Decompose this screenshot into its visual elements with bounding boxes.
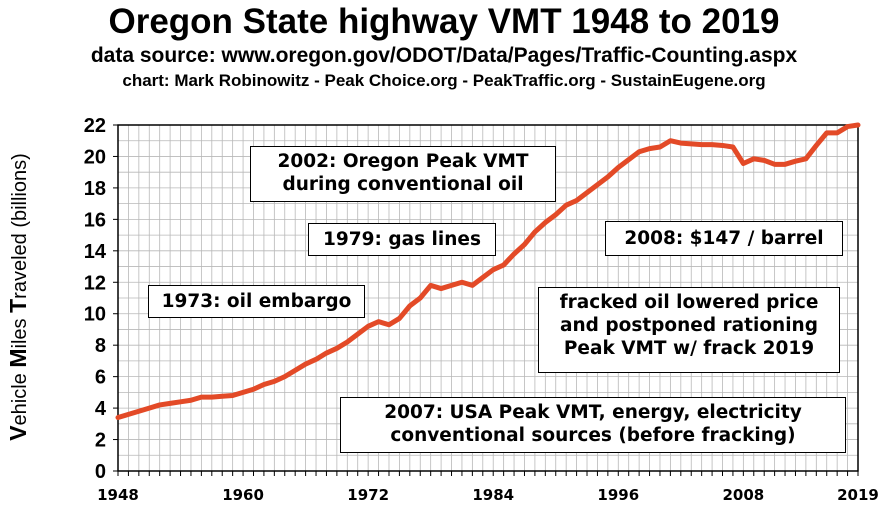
y-tick-label: 22 [84, 115, 106, 137]
x-tick-label: 1960 [222, 486, 264, 504]
data-source: data source: www.oregon.gov/ODOT/Data/Pa… [90, 44, 798, 67]
y-tick-label: 2 [95, 430, 106, 452]
annotation-2007-usa-peak: 2007: USA Peak VMT, energy, electricity … [340, 397, 846, 453]
y-tick-label: 16 [84, 209, 106, 231]
annotation-line: 1973: oil embargo [161, 291, 352, 312]
vmt-series-line [115, 122, 861, 421]
plot-frame [117, 124, 859, 472]
x-tick-label: 1996 [597, 486, 639, 504]
x-tick-label: 1972 [347, 486, 389, 504]
annotation-fracked-oil: fracked oil lowered price and postponed … [538, 287, 840, 373]
y-tick-label: 20 [84, 146, 106, 168]
y-tick-label: 6 [95, 367, 106, 389]
x-tick-label: 2008 [722, 486, 764, 504]
annotation-line: 1979: gas lines [323, 229, 481, 250]
annotation-line: fracked oil lowered price [559, 292, 819, 313]
annotation-1973-embargo: 1973: oil embargo [148, 285, 365, 318]
x-tick-label: 1984 [472, 486, 514, 504]
annotation-line: 2007: USA Peak VMT, energy, electricity [384, 402, 802, 423]
annotation-1979-gas-lines: 1979: gas lines [308, 223, 496, 256]
y-tick-label: 12 [84, 272, 106, 294]
x-tick-label: 2019 [837, 486, 879, 504]
y-tick-label: 0 [95, 461, 106, 483]
annotation-line: Peak VMT w/ frack 2019 [563, 338, 815, 359]
annotation-2002-peak: 2002: Oregon Peak VMT during conventiona… [250, 146, 556, 202]
annotation-line: 2008: $147 / barrel [624, 228, 824, 249]
y-tick-label: 4 [95, 398, 107, 420]
annotation-line: and postponed rationing [560, 315, 818, 336]
annotation-line: during conventional oil [282, 174, 524, 195]
annotation-2008-oil-price: 2008: $147 / barrel [605, 221, 843, 256]
y-tick-label: 18 [84, 178, 106, 200]
y-tick-label: 14 [84, 241, 107, 263]
chart-title: Oregon State highway VMT 1948 to 2019 [108, 2, 780, 41]
y-axis-label: Vehicle Miles Traveled (billions) [5, 153, 31, 441]
y-tick-label: 10 [84, 304, 106, 326]
annotation-line: conventional sources (before fracking) [390, 425, 796, 446]
y-tick-label: 8 [95, 335, 106, 357]
chart-credit: chart: Mark Robinowitz - Peak Choice.org… [122, 71, 766, 90]
x-tick-label: 1948 [97, 486, 139, 504]
annotation-line: 2002: Oregon Peak VMT [277, 151, 529, 172]
